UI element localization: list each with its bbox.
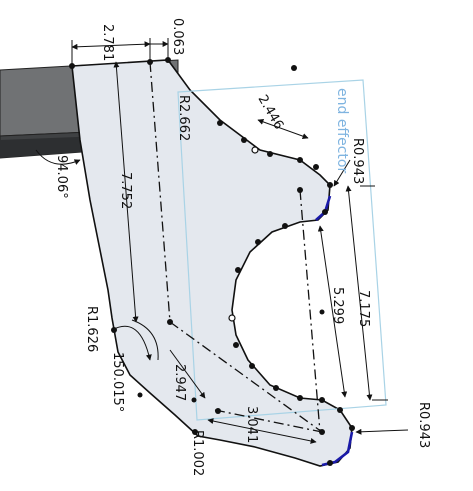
dim-height-main[interactable]: 7.752 bbox=[118, 172, 133, 209]
dim-radius-tip[interactable]: R1.002 bbox=[190, 430, 205, 476]
dim-angle-left[interactable]: 94.06° bbox=[54, 155, 69, 199]
dim-diag-lower[interactable]: 2.947 bbox=[172, 364, 187, 401]
dim-slot-height[interactable]: 5.299 bbox=[330, 287, 345, 324]
sketch-points[interactable] bbox=[69, 57, 355, 466]
dim-slot-width[interactable]: 2.446 bbox=[255, 93, 287, 133]
dim-radius-upper[interactable]: R0.943 bbox=[350, 138, 365, 184]
dim-fillet-top[interactable]: R2.662 bbox=[176, 95, 191, 141]
dim-tip-length[interactable]: 3.041 bbox=[244, 406, 259, 443]
dim-top-offset[interactable]: 0.063 bbox=[170, 18, 185, 55]
dim-radius-lower-right[interactable]: R0.943 bbox=[416, 402, 431, 448]
dim-top-width[interactable]: 2.781 bbox=[100, 24, 115, 61]
dimension-lines bbox=[35, 38, 409, 444]
dim-radius-left[interactable]: R1.626 bbox=[84, 306, 99, 352]
dim-overall-height[interactable]: 7.175 bbox=[356, 290, 371, 327]
end-effector-label[interactable]: end effector bbox=[334, 88, 350, 173]
dim-angle-lower[interactable]: 150.015° bbox=[110, 352, 125, 412]
sketch-points-open[interactable] bbox=[228, 146, 259, 322]
end-effector-reference-box[interactable] bbox=[177, 79, 387, 421]
